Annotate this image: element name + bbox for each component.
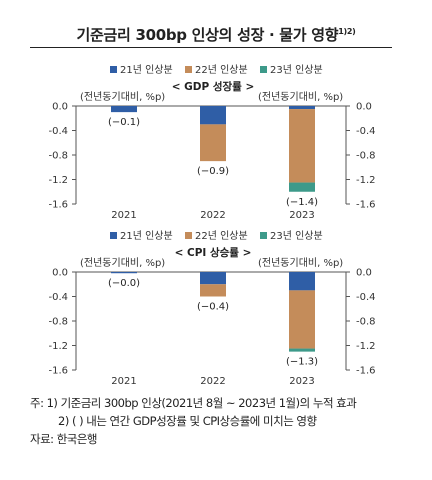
bar-2023-2 [289,109,315,183]
bar-2022-2 [200,284,226,297]
y-tick-label-right: 0.0 [356,102,372,113]
y-tick-label-left: -1.2 [48,341,68,352]
y-tick-label-right: -0.4 [356,292,376,303]
total-label-2021: (−0.0) [108,278,140,289]
legend-swatch-1 [110,66,117,73]
y-tick-label-right: -0.8 [356,151,376,162]
bar-2022-1 [200,272,226,285]
y-tick-label-left: -1.2 [48,175,68,186]
total-label-2022: (−0.9) [197,166,229,177]
legend-label-3: 23년 인상분 [270,64,323,76]
legend-label-3: 23년 인상분 [270,230,323,242]
unit-label-right: (전년동기대비, %p) [258,257,343,269]
legend-label-2: 22년 인상분 [195,230,248,242]
total-label-2023: (−1.3) [286,357,318,368]
y-tick-label-left: -0.8 [48,151,68,162]
figure-title: 기준금리 300bp 인상의 성장 · 물가 영향1)2) [0,24,432,45]
bar-2023-1 [289,106,315,110]
figure-title-text: 기준금리 300bp 인상의 성장 · 물가 영향 [76,26,339,44]
y-tick-label-left: 0.0 [52,268,68,279]
note-1: 주: 1) 기준금리 300bp 인상(2021년 8월 ~ 2023년 1월)… [30,396,357,410]
total-label-2023: (−1.4) [286,197,318,208]
bar-2023-3 [289,348,315,352]
y-tick-label-right: -0.8 [356,317,376,328]
legend-swatch-1 [110,232,117,239]
y-tick-label-right: -0.4 [356,126,376,137]
x-tick-label-2021: 2021 [111,210,136,218]
x-tick-label-2022: 2022 [200,210,225,218]
cpi-chart: 21년 인상분 22년 인상분 23년 인상분 < CPI 상승률 > (전년동기대비,… [48,230,376,384]
total-label-2022: (−0.4) [197,302,229,313]
y-tick-label-right: -1.6 [356,200,376,211]
y-tick-label-left: -0.4 [48,292,68,303]
chart-title: < GDP 성장률 > [172,80,255,93]
title-underline [30,47,392,49]
unit-label-right: (전년동기대비, %p) [258,91,343,103]
unit-label-left: (전년동기대비, %p) [80,91,165,103]
y-tick-label-right: -1.2 [356,175,376,186]
bar-2021-1 [111,272,137,274]
legend-swatch-3 [260,232,267,239]
legend-swatch-3 [260,66,267,73]
x-tick-label-2023: 2023 [289,210,314,218]
chart-title: < CPI 상승률 > [175,246,252,259]
y-tick-label-left: -0.4 [48,126,68,137]
bar-2023-1 [289,272,315,291]
y-tick-label-left: -0.8 [48,317,68,328]
x-tick-label-2022: 2022 [200,376,225,384]
unit-label-left: (전년동기대비, %p) [80,257,165,269]
bar-2022-2 [200,124,226,162]
legend-label-1: 21년 인상분 [120,230,173,242]
total-label-2021: (−0.1) [108,117,140,128]
bar-2023-2 [289,290,315,349]
bar-2021-1 [111,106,137,113]
y-tick-label-left: -1.6 [48,200,68,211]
y-tick-label-right: 0.0 [356,268,372,279]
bar-2023-3 [289,182,315,192]
y-tick-label-left: 0.0 [52,102,68,113]
legend-label-2: 22년 인상분 [195,64,248,76]
x-tick-label-2023: 2023 [289,376,314,384]
y-tick-label-right: -1.2 [356,341,376,352]
legend-label-1: 21년 인상분 [120,64,173,76]
y-tick-label-left: -1.6 [48,366,68,377]
legend-swatch-2 [185,66,192,73]
source-note: 자료: 한국은행 [30,432,98,446]
notes: 주: 1) 기준금리 300bp 인상(2021년 8월 ~ 2023년 1월)… [30,394,357,448]
y-tick-label-right: -1.6 [356,366,376,377]
gdp-chart: 21년 인상분 22년 인상분 23년 인상분< GDP 성장률 >(전년동기대비,… [48,64,376,218]
figure-title-footnote: 1)2) [338,27,356,36]
note-2: 2) ( ) 내는 연간 GDP성장률 및 CPI상승률에 미치는 영향 [58,414,317,428]
x-tick-label-2021: 2021 [111,376,136,384]
bar-2022-1 [200,106,226,125]
legend-swatch-2 [185,232,192,239]
